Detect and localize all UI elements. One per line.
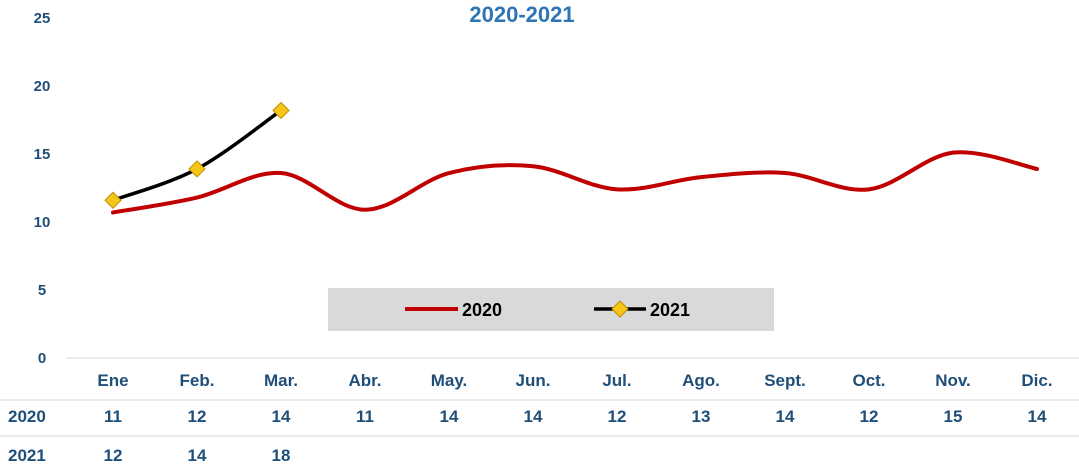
data-table: Ene Feb. Mar. Abr. May. Jun. Jul. Ago. Sept. Oct.… xyxy=(0,371,1079,465)
category-label: Oct. xyxy=(852,371,885,390)
category-label: Ene xyxy=(97,371,128,390)
table-cell-2020: 12 xyxy=(608,407,627,426)
data-point-2021 xyxy=(188,160,206,178)
category-label: Jun. xyxy=(516,371,551,390)
table-cell-2020: 14 xyxy=(776,407,795,426)
legend-background xyxy=(328,288,774,331)
table-cell-2020: 15 xyxy=(944,407,963,426)
data-point-2021 xyxy=(272,101,290,120)
category-label: Sept. xyxy=(764,371,806,390)
legend-marker-2021 xyxy=(611,300,629,318)
table-cell-2020: 13 xyxy=(692,407,711,426)
series-layer xyxy=(104,101,1039,215)
table-cell-2020: 14 xyxy=(440,407,459,426)
category-label: Ago. xyxy=(682,371,720,390)
category-label: Nov. xyxy=(935,371,971,390)
table-cell-2021: 18 xyxy=(272,446,291,465)
category-label: Jul. xyxy=(602,371,631,390)
y-tick-label: 20 xyxy=(34,78,51,95)
legend-label-2021: 2021 xyxy=(650,300,690,320)
table-cell-2020: 14 xyxy=(272,407,291,426)
series-line-2020 xyxy=(111,150,1039,215)
table-cell-2021: 12 xyxy=(104,446,123,465)
category-label: May. xyxy=(431,371,468,390)
table-cell-2020: 14 xyxy=(524,407,543,426)
category-label: Mar. xyxy=(264,371,298,390)
table-cell-2020: 12 xyxy=(860,407,879,426)
table-cell-2021: 14 xyxy=(188,446,207,465)
table-cell-2020: 12 xyxy=(188,407,207,426)
data-point-2021 xyxy=(104,191,122,209)
category-label: Abr. xyxy=(348,371,381,390)
y-tick-label: 10 xyxy=(34,214,51,231)
table-cell-2020: 11 xyxy=(104,407,122,426)
chart-title: 2020-2021 xyxy=(469,2,574,27)
y-tick-label: 0 xyxy=(38,350,46,367)
table-cell-2020: 14 xyxy=(1028,407,1047,426)
y-tick-label: 15 xyxy=(34,146,51,163)
y-tick-label: 5 xyxy=(38,282,46,299)
y-axis: 0 5 10 15 20 25 xyxy=(34,10,51,367)
table-row-label-2021: 2021 xyxy=(8,446,46,465)
table-cell-2020: 11 xyxy=(356,407,374,426)
category-label: Dic. xyxy=(1021,371,1052,390)
y-tick-label: 25 xyxy=(34,10,51,27)
legend-label-2020: 2020 xyxy=(462,300,502,320)
table-row-label-2020: 2020 xyxy=(8,407,46,426)
legend: 2020 2021 xyxy=(328,288,774,331)
series-line-2021 xyxy=(111,108,283,202)
category-label: Feb. xyxy=(180,371,215,390)
